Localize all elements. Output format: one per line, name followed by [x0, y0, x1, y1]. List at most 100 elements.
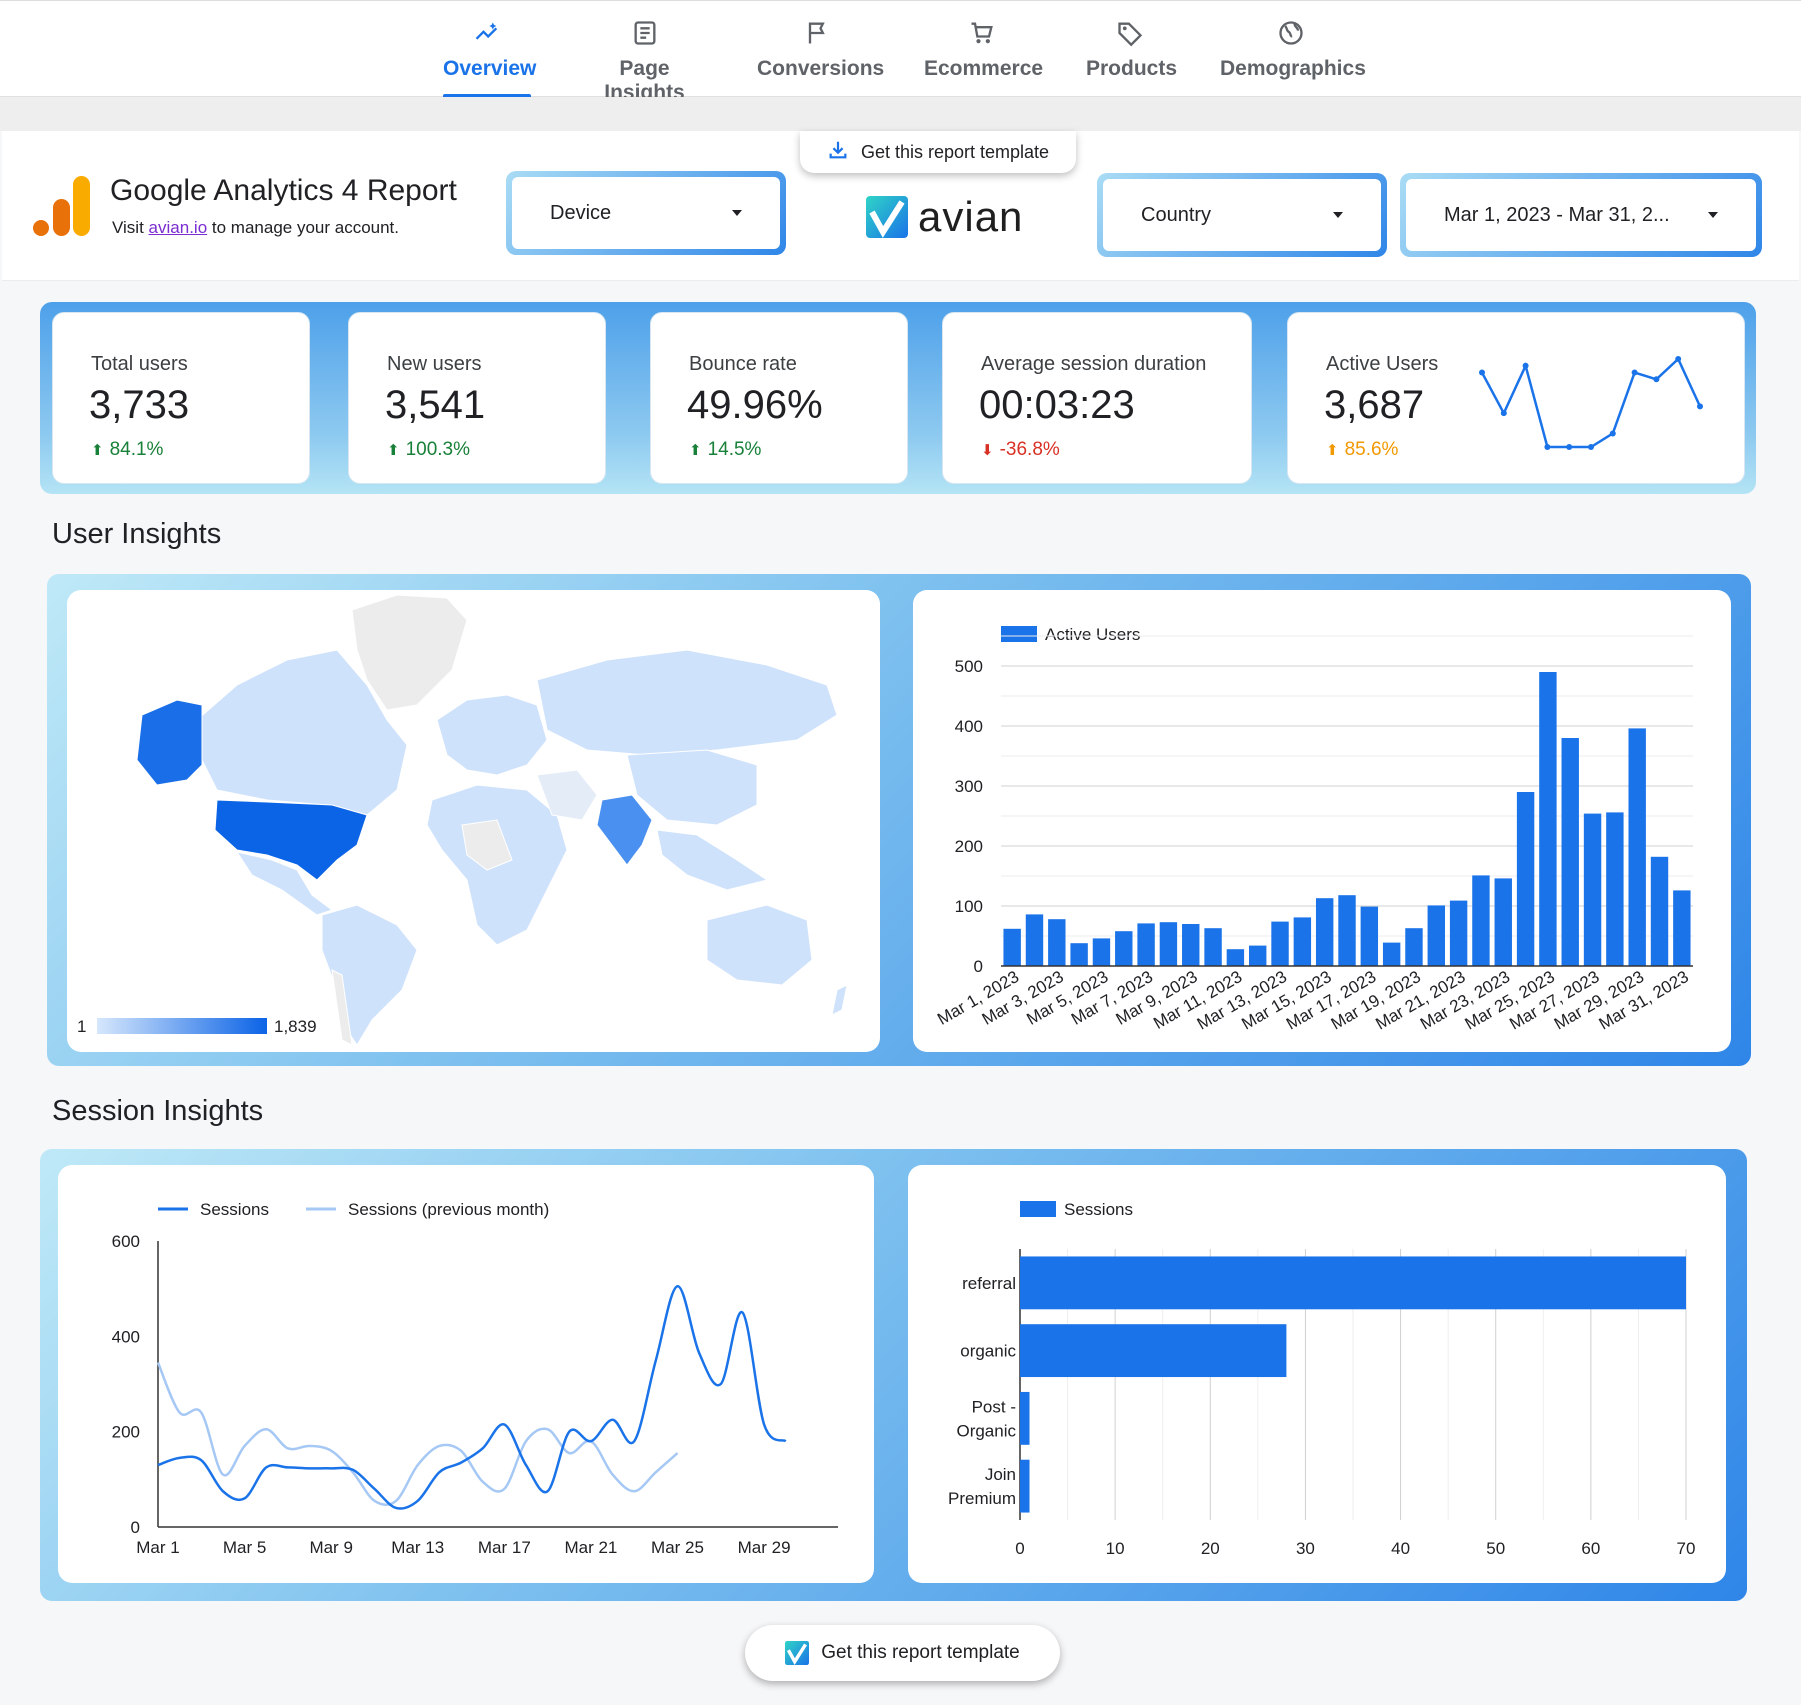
bar [1020, 1324, 1287, 1378]
map-region-canada [196, 649, 408, 816]
kpi-total-users: Total users 3,733 ⬆ 84.1% [52, 312, 310, 484]
map-legend-max: 1,839 [274, 1017, 317, 1036]
legend-label: Active Users [1045, 625, 1140, 644]
sessions-source-card: Sessions 0 10 20 30 40 50 60 70 referral organic Po… [908, 1165, 1735, 1583]
sessions-line-card: Sessions Sessions (previous month) 0 200 400… [58, 1165, 874, 1583]
chevron-down-icon [1333, 212, 1343, 218]
x-tick-label: 50 [1486, 1539, 1505, 1558]
arrow-up-icon: ⬆ [1326, 442, 1339, 459]
report-title: Google Analytics 4 Report [110, 174, 457, 207]
map-region-alaska [136, 699, 203, 786]
legend-label: Sessions [200, 1200, 269, 1219]
sessions-source-bar-chart: Sessions 0 10 20 30 40 50 60 70 referral organic Po… [948, 1200, 1735, 1558]
avian-logo: avian [866, 192, 1023, 242]
x-tick-label: 10 [1106, 1539, 1125, 1558]
spacer-bar [0, 97, 1801, 131]
x-tick-label: Mar 9 [309, 1538, 352, 1557]
tab-ecommerce[interactable]: Ecommerce [924, 19, 1043, 98]
bar [1226, 949, 1245, 966]
report-subtitle: Visit avian.io to manage your account. [112, 218, 400, 237]
arrow-up-icon: ⬆ [91, 442, 104, 459]
bar [1673, 890, 1691, 966]
bar [1494, 878, 1512, 966]
map-region-africa-nodata [461, 819, 513, 871]
sparkline-point [1653, 376, 1660, 383]
map-region-new-zealand [831, 984, 848, 1016]
arrow-up-icon: ⬆ [387, 442, 400, 459]
device-filter[interactable]: Device [506, 171, 786, 255]
google-analytics-logo [32, 174, 92, 238]
sparkline-point [1566, 444, 1573, 450]
sparkline-point [1479, 369, 1485, 376]
y-tick-label: Premium [948, 1489, 1016, 1508]
legend-label: Sessions [1064, 1200, 1133, 1219]
y-tick-label: 0 [131, 1518, 140, 1537]
session-insights-panel: Sessions Sessions (previous month) 0 200 400… [40, 1149, 1747, 1601]
active-users-bar-card: Active Users 0 100 200 300 400 500 Mar 1, 2023 M… [913, 590, 1731, 1052]
bar [1650, 856, 1669, 966]
y-tick-label: 200 [112, 1423, 140, 1442]
bar [1020, 1459, 1030, 1513]
bar [1427, 905, 1445, 966]
bar [1628, 728, 1646, 966]
globe-icon [1220, 19, 1361, 49]
map-region-chile [331, 969, 353, 1046]
legend-swatch [1001, 626, 1037, 642]
arrow-down-icon: ⬇ [981, 442, 994, 459]
sparkline-point [1631, 369, 1638, 376]
bar [1020, 1391, 1030, 1445]
kpi-strip: Total users 3,733 ⬆ 84.1% New users 3,541… [40, 302, 1756, 494]
y-tick-label: organic [960, 1342, 1016, 1361]
x-tick-label: Mar 1 [136, 1538, 179, 1557]
x-tick-label: 20 [1201, 1539, 1220, 1558]
date-range-filter[interactable]: Mar 1, 2023 - Mar 31, 2... [1400, 173, 1762, 257]
user-insights-title: User Insights [52, 518, 222, 550]
sparkline-point [1588, 444, 1594, 450]
y-tick-label: 0 [974, 957, 983, 976]
bar [1070, 943, 1088, 966]
legend-label: Sessions (previous month) [348, 1200, 549, 1219]
sessions-line-chart: Sessions Sessions (previous month) 0 200 400… [112, 1200, 838, 1557]
series-line-sessions [157, 1285, 787, 1510]
get-template-button-top[interactable]: Get this report template [800, 131, 1076, 173]
active-users-sparkline [1479, 356, 1703, 450]
tab-page-insights[interactable]: Page Insights [578, 19, 711, 104]
world-map: 1 1,839 [77, 594, 848, 1046]
tag-icon [1086, 19, 1174, 49]
map-region-middle-east [536, 769, 598, 821]
top-nav: Overview Page Insights Conversions Ecomm… [0, 0, 1801, 104]
cart-icon [924, 19, 1040, 49]
tab-overview[interactable]: Overview [443, 19, 536, 98]
x-tick-label: Mar 5 [223, 1538, 266, 1557]
y-tick-label: 300 [955, 777, 983, 796]
country-filter[interactable]: Country [1097, 173, 1387, 257]
tab-conversions[interactable]: Conversions [757, 19, 884, 98]
y-tick-label: Join [985, 1465, 1016, 1484]
y-tick-label: 200 [955, 837, 983, 856]
bar [1405, 928, 1423, 966]
map-legend-scale [97, 1018, 267, 1034]
chevron-down-icon [1708, 212, 1718, 218]
x-tick-label: Mar 21 [564, 1538, 617, 1557]
map-region-india [596, 794, 653, 866]
x-tick-label: 60 [1581, 1539, 1600, 1558]
y-tick-label: 400 [955, 717, 983, 736]
bar [1204, 928, 1222, 966]
get-template-button-bottom[interactable]: Get this report template [745, 1625, 1060, 1681]
tab-demographics[interactable]: Demographics [1220, 19, 1366, 98]
bar [1003, 928, 1021, 966]
x-tick-label: 30 [1296, 1539, 1315, 1558]
bar [1159, 922, 1178, 966]
bar [1020, 1256, 1686, 1310]
sparkline-point [1697, 403, 1703, 410]
avian-link[interactable]: avian.io [148, 218, 208, 237]
y-tick-label: 400 [112, 1327, 140, 1346]
y-tick-label: Post - [972, 1397, 1016, 1416]
x-tick-label: Mar 17 [478, 1538, 531, 1557]
bar [1249, 945, 1267, 966]
session-insights-title: Session Insights [52, 1095, 264, 1127]
bar [1449, 900, 1468, 966]
kpi-active-users: Active Users 3,687 ⬆ 85.6% [1287, 312, 1745, 484]
sparkline-point [1522, 362, 1529, 369]
tab-products[interactable]: Products [1086, 19, 1177, 98]
